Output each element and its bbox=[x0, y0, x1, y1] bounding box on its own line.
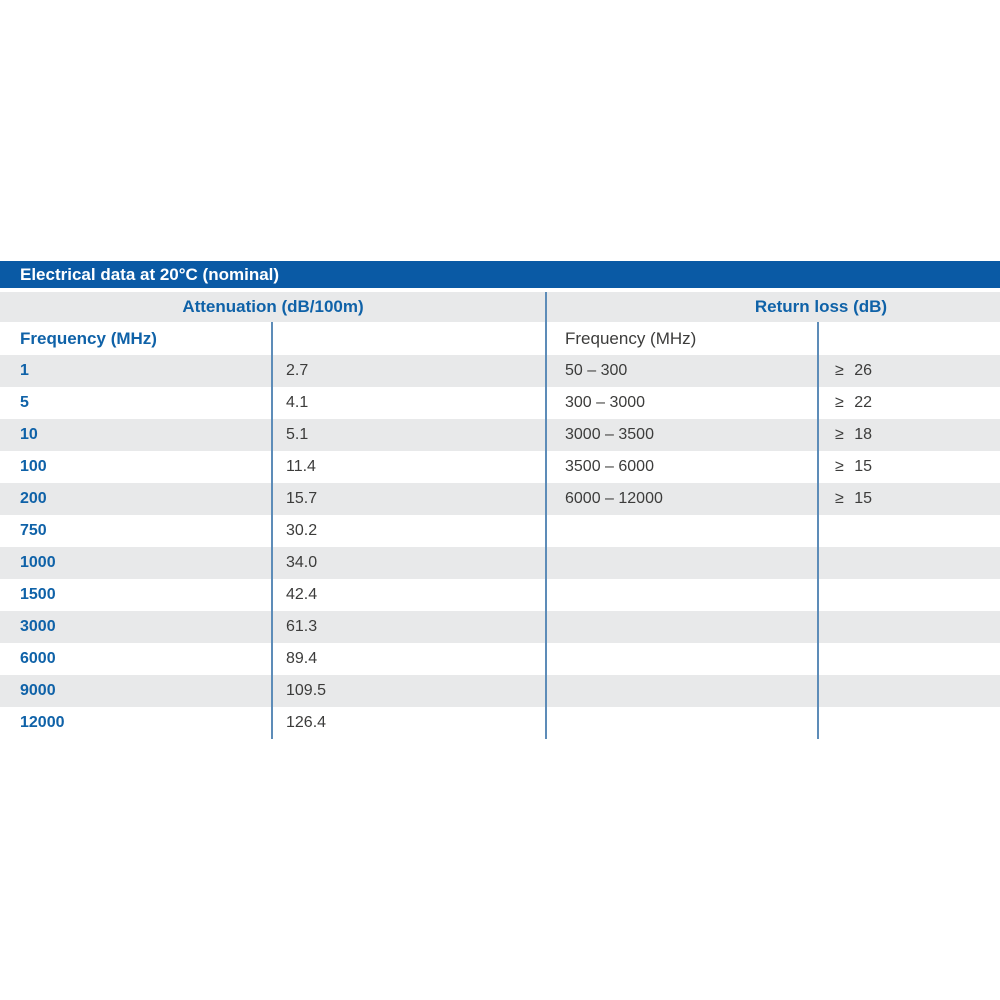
attenuation-cell: 89.4 bbox=[286, 650, 318, 667]
column-divider-return-loss bbox=[817, 322, 819, 739]
frequency-range-cell bbox=[546, 675, 818, 707]
frequency-range-cell bbox=[546, 707, 818, 739]
table-title: Electrical data at 20°C (nominal) bbox=[20, 265, 280, 284]
frequency-cell: 6000 bbox=[20, 650, 56, 667]
column-header-row: Frequency (MHz) Frequency (MHz) bbox=[0, 322, 1000, 355]
column-divider-center bbox=[545, 292, 547, 739]
frequency-cell: 100 bbox=[20, 458, 47, 475]
frequency-range-cell bbox=[546, 643, 818, 675]
frequency-column-header-left: Frequency (MHz) bbox=[20, 329, 157, 348]
table-row: 6000 89.4 bbox=[0, 643, 1000, 675]
return-loss-cell: ≥ 18 bbox=[835, 426, 873, 443]
table-row: 3000 61.3 bbox=[0, 611, 1000, 643]
table-row: 100 11.4 3500 – 6000 ≥ 15 bbox=[0, 451, 1000, 483]
frequency-cell: 5 bbox=[20, 394, 29, 411]
attenuation-cell: 34.0 bbox=[286, 554, 318, 571]
return-loss-cell bbox=[818, 643, 1000, 675]
return-loss-cell bbox=[818, 707, 1000, 739]
table-title-bar: Electrical data at 20°C (nominal) bbox=[0, 261, 1000, 288]
attenuation-cell: 126.4 bbox=[286, 714, 327, 731]
attenuation-cell: 30.2 bbox=[286, 522, 318, 539]
frequency-range-cell bbox=[546, 547, 818, 579]
return-loss-cell: ≥ 22 bbox=[835, 394, 873, 411]
attenuation-cell: 5.1 bbox=[286, 426, 309, 443]
return-loss-cell: ≥ 15 bbox=[835, 458, 873, 475]
return-loss-cell: ≥ 15 bbox=[835, 490, 873, 507]
frequency-range-cell: 300 – 3000 bbox=[565, 394, 646, 411]
table-row: 10 5.1 3000 – 3500 ≥ 18 bbox=[0, 419, 1000, 451]
return-loss-cell bbox=[818, 611, 1000, 643]
table-row: 9000 109.5 bbox=[0, 675, 1000, 707]
table-row: 750 30.2 bbox=[0, 515, 1000, 547]
return-loss-cell bbox=[818, 579, 1000, 611]
frequency-cell: 1000 bbox=[20, 554, 56, 571]
frequency-range-cell bbox=[546, 579, 818, 611]
frequency-cell: 12000 bbox=[20, 714, 65, 731]
section-header-band: Attenuation (dB/100m) Return loss (dB) bbox=[0, 292, 1000, 322]
attenuation-cell: 61.3 bbox=[286, 618, 318, 635]
return-loss-cell bbox=[818, 547, 1000, 579]
frequency-cell: 1500 bbox=[20, 586, 56, 603]
frequency-range-cell bbox=[546, 611, 818, 643]
table-row: 1000 34.0 bbox=[0, 547, 1000, 579]
frequency-cell: 200 bbox=[20, 490, 47, 507]
frequency-range-cell: 3000 – 3500 bbox=[565, 426, 654, 443]
return-loss-cell: ≥ 26 bbox=[835, 362, 873, 379]
table-row: 1 2.7 50 – 300 ≥ 26 bbox=[0, 355, 1000, 387]
frequency-range-cell: 3500 – 6000 bbox=[565, 458, 654, 475]
table-body: 1 2.7 50 – 300 ≥ 26 5 4.1 300 – 3000 ≥ 2… bbox=[0, 355, 1000, 739]
attenuation-cell: 42.4 bbox=[286, 586, 318, 603]
frequency-cell: 9000 bbox=[20, 682, 56, 699]
table-row: 12000 126.4 bbox=[0, 707, 1000, 739]
attenuation-cell: 11.4 bbox=[286, 458, 316, 475]
attenuation-section-header: Attenuation (dB/100m) bbox=[182, 297, 364, 316]
frequency-range-cell bbox=[546, 515, 818, 547]
attenuation-cell: 2.7 bbox=[286, 362, 309, 379]
attenuation-cell: 109.5 bbox=[286, 682, 327, 699]
frequency-cell: 10 bbox=[20, 426, 38, 443]
return-loss-cell bbox=[818, 675, 1000, 707]
column-divider-attenuation bbox=[271, 322, 273, 739]
frequency-column-header-right: Frequency (MHz) bbox=[565, 329, 697, 348]
frequency-cell: 1 bbox=[20, 362, 29, 379]
table-row: 5 4.1 300 – 3000 ≥ 22 bbox=[0, 387, 1000, 419]
frequency-range-cell: 6000 – 12000 bbox=[565, 490, 663, 507]
frequency-range-cell: 50 – 300 bbox=[565, 362, 628, 379]
frequency-cell: 3000 bbox=[20, 618, 56, 635]
return-loss-section-header: Return loss (dB) bbox=[754, 297, 888, 316]
return-loss-cell bbox=[818, 515, 1000, 547]
table-row: 200 15.7 6000 – 12000 ≥ 15 bbox=[0, 483, 1000, 515]
attenuation-cell: 4.1 bbox=[286, 394, 309, 411]
frequency-cell: 750 bbox=[20, 522, 47, 539]
table-row: 1500 42.4 bbox=[0, 579, 1000, 611]
attenuation-cell: 15.7 bbox=[286, 490, 318, 507]
